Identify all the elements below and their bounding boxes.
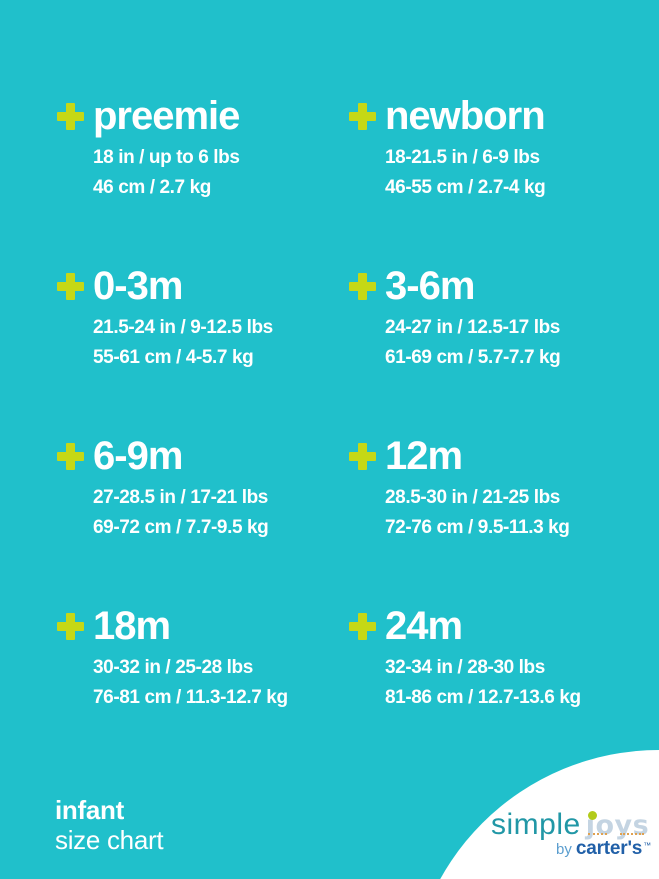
plus-icon xyxy=(57,443,84,470)
size-metric: 55-61 cm / 4-5.7 kg xyxy=(93,347,254,368)
size-imperial: 28.5-30 in / 21-25 lbs xyxy=(385,487,560,508)
trademark-symbol: ™ xyxy=(643,841,652,850)
logo-dotted-underline-icon xyxy=(620,833,644,835)
chart-title-label: size chart xyxy=(55,825,164,855)
logo-dotted-underline-icon xyxy=(588,833,607,835)
logo-by-text: by xyxy=(556,841,572,858)
plus-icon xyxy=(349,613,376,640)
size-imperial: 18-21.5 in / 6-9 lbs xyxy=(385,147,540,168)
size-name: newborn xyxy=(385,94,546,138)
chart-title: infant size chart xyxy=(55,795,164,855)
size-imperial: 18 in / up to 6 lbs xyxy=(93,147,240,168)
size-entry-preemie: preemie 18 in / up to 6 lbs 46 cm / 2.7 … xyxy=(57,94,240,203)
size-entry-3-6m: 3-6m 24-27 in / 12.5-17 lbs 61-69 cm / 5… xyxy=(349,264,561,373)
size-metric: 61-69 cm / 5.7-7.7 kg xyxy=(385,347,561,368)
size-imperial: 24-27 in / 12.5-17 lbs xyxy=(385,317,560,338)
size-imperial: 21.5-24 in / 9-12.5 lbs xyxy=(93,317,273,338)
size-name: 18m xyxy=(93,604,171,648)
size-metric: 69-72 cm / 7.7-9.5 kg xyxy=(93,517,269,538)
size-metric: 76-81 cm / 11.3-12.7 kg xyxy=(93,687,288,708)
size-name: 3-6m xyxy=(385,264,475,308)
size-entry-newborn: newborn 18-21.5 in / 6-9 lbs 46-55 cm / … xyxy=(349,94,546,203)
size-imperial: 27-28.5 in / 17-21 lbs xyxy=(93,487,268,508)
size-metric: 46-55 cm / 2.7-4 kg xyxy=(385,177,546,198)
plus-icon xyxy=(57,103,84,130)
size-name: 12m xyxy=(385,434,463,478)
size-imperial: 32-34 in / 28-30 lbs xyxy=(385,657,545,678)
plus-icon xyxy=(57,613,84,640)
plus-icon xyxy=(349,443,376,470)
logo-carters-text: carter's xyxy=(575,838,643,859)
brand-logo: simple ȷoys xyxy=(491,808,649,842)
size-imperial: 30-32 in / 25-28 lbs xyxy=(93,657,253,678)
size-entry-12m: 12m 28.5-30 in / 21-25 lbs 72-76 cm / 9.… xyxy=(349,434,570,543)
plus-icon xyxy=(349,103,376,130)
brand-byline: by carter's ™ xyxy=(556,838,651,860)
size-metric: 72-76 cm / 9.5-11.3 kg xyxy=(385,517,570,538)
size-entry-6-9m: 6-9m 27-28.5 in / 17-21 lbs 69-72 cm / 7… xyxy=(57,434,269,543)
size-name: 6-9m xyxy=(93,434,183,478)
size-entry-24m: 24m 32-34 in / 28-30 lbs 81-86 cm / 12.7… xyxy=(349,604,581,713)
logo-simple-text: simple xyxy=(491,808,581,841)
size-name: 24m xyxy=(385,604,463,648)
size-entry-0-3m: 0-3m 21.5-24 in / 9-12.5 lbs 55-61 cm / … xyxy=(57,264,273,373)
size-metric: 46 cm / 2.7 kg xyxy=(93,177,211,198)
chart-title-category: infant xyxy=(55,795,124,825)
size-name: 0-3m xyxy=(93,264,183,308)
size-entry-18m: 18m 30-32 in / 25-28 lbs 76-81 cm / 11.3… xyxy=(57,604,288,713)
logo-joys-text: ȷoys xyxy=(585,810,650,841)
size-name: preemie xyxy=(93,94,240,138)
size-metric: 81-86 cm / 12.7-13.6 kg xyxy=(385,687,581,708)
plus-icon xyxy=(57,273,84,300)
plus-icon xyxy=(349,273,376,300)
